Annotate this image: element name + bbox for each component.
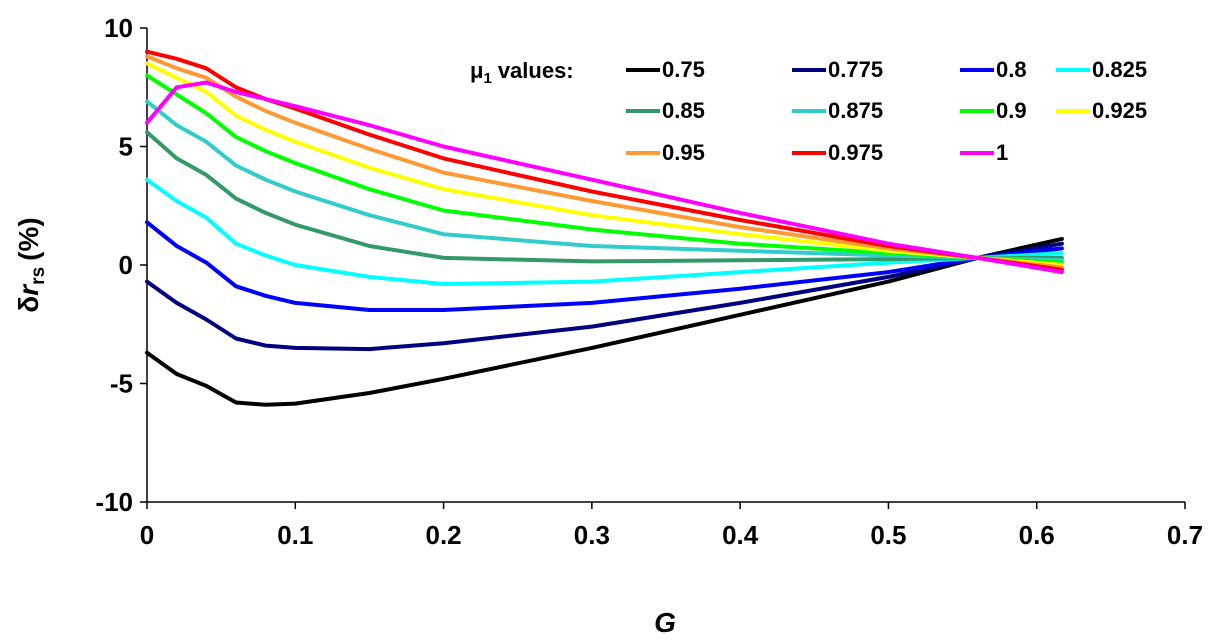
y-tick-label: -5 (110, 369, 133, 399)
legend-label: 0.8 (996, 57, 1027, 82)
legend-label: 0.95 (662, 140, 705, 165)
y-label-variable: r (13, 283, 44, 296)
x-tick-label: 0.4 (722, 520, 759, 550)
series-line (145, 61, 1064, 267)
legend-title: μ1 values: (470, 58, 574, 87)
x-tick-label: 0.2 (425, 520, 461, 550)
legend-title-symbol: μ (470, 58, 483, 83)
x-tick-label: 0.6 (1019, 520, 1055, 550)
y-label-unit: (%) (13, 217, 44, 261)
x-tick-label: 0.3 (574, 520, 610, 550)
series-line (145, 54, 1064, 270)
x-tick-label: 0.1 (277, 520, 313, 550)
x-tick-label: 0.7 (1167, 520, 1203, 550)
series-line (145, 220, 1064, 312)
x-tick-label: 0 (140, 520, 154, 550)
legend-label: 0.925 (1092, 98, 1147, 123)
legend-title-subscript: 1 (483, 70, 491, 87)
legend-label: 0.75 (662, 57, 705, 82)
y-tick-label: 0 (119, 250, 133, 280)
y-axis-label: δrrs (%) (13, 217, 49, 312)
series-line (145, 73, 1064, 265)
y-tick-label: 5 (119, 132, 133, 162)
y-tick-label: -10 (95, 487, 133, 517)
series-line (145, 130, 1064, 264)
series-line (145, 80, 1064, 275)
y-label-symbol: δ (13, 296, 44, 313)
legend-label: 0.775 (828, 57, 883, 82)
legend-label: 0.85 (662, 98, 705, 123)
legend-label: 0.875 (828, 98, 883, 123)
series-line (145, 236, 1064, 407)
legend-title-text: values: (498, 58, 574, 83)
series-line (145, 241, 1064, 352)
legend-label: 0.975 (828, 140, 883, 165)
series-line (145, 49, 1064, 272)
legend-label: 0.9 (996, 98, 1027, 123)
y-tick-label: 10 (104, 13, 133, 43)
x-tick-label: 0.5 (870, 520, 906, 550)
series-line (145, 99, 1064, 263)
legend-label: 0.825 (1092, 57, 1147, 82)
series-line (145, 177, 1064, 286)
legend-label: 1 (996, 140, 1008, 165)
x-axis-label: G (654, 607, 676, 638)
y-label-subscript: rs (28, 267, 49, 285)
